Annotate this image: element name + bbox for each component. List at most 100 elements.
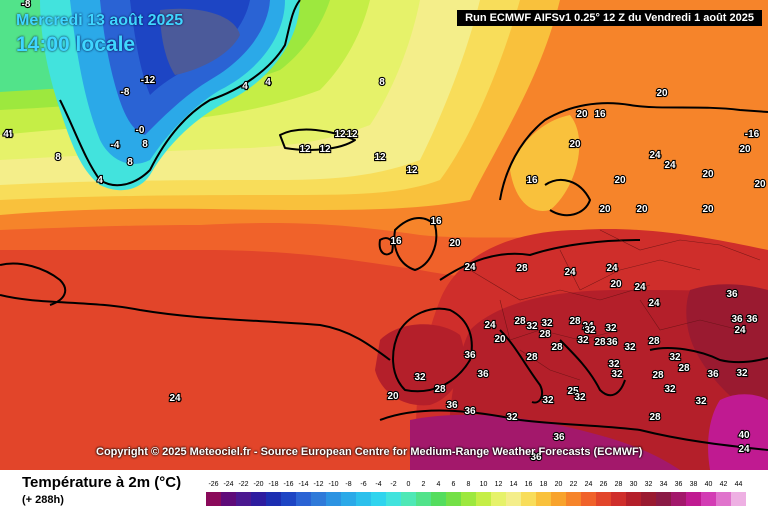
scale-tick-label: 36: [674, 481, 683, 488]
temperature-value-label: 12: [406, 165, 418, 176]
temperature-value-label: 36: [477, 369, 489, 380]
temperature-value-label: 32: [624, 342, 636, 353]
temperature-value-label: 20: [569, 139, 581, 150]
baltic-coast: [544, 179, 591, 217]
temperature-value-label: 24: [649, 150, 661, 161]
scale-swatch: [506, 492, 521, 506]
temperature-value-label: 28: [652, 370, 664, 381]
temperature-value-label: 28: [514, 316, 526, 327]
forecast-time: 14:00 locale: [16, 33, 136, 56]
italy-coast: [499, 329, 543, 404]
scale-tick-label: -20: [253, 481, 264, 488]
temperature-value-label: 24: [582, 321, 594, 332]
temperature-value-label: 32: [611, 369, 623, 380]
scale-swatch: [596, 492, 611, 506]
scale-swatch: [296, 492, 311, 506]
temperature-value-label: 24: [738, 444, 750, 455]
scale-tick-label: -12: [313, 481, 324, 488]
temperature-value-label: 20: [387, 391, 399, 402]
scale-swatch: [431, 492, 446, 506]
temperature-value-label: 36: [746, 314, 758, 325]
temperature-value-label: 20: [636, 204, 648, 215]
scale-tick-label: 0: [406, 481, 411, 488]
scale-swatch: [461, 492, 476, 506]
copyright-notice: Copyright © 2025 Meteociel.fr - Source E…: [96, 446, 643, 458]
temperature-value-label: -0: [136, 125, 145, 136]
temperature-value-label: 32: [584, 325, 596, 336]
scale-tick-label: 2: [421, 481, 426, 488]
temperature-value-label: 28: [539, 329, 551, 340]
scale-tick-label: -14: [298, 481, 309, 488]
scale-tick-label: 34: [659, 481, 668, 488]
temperature-value-label: 32: [414, 372, 426, 383]
temperature-value-label: 16: [594, 109, 606, 120]
scandinavia-cool: [510, 115, 580, 211]
temperature-value-label: 12: [319, 144, 331, 155]
scale-swatch: [281, 492, 296, 506]
scale-tick-label: -22: [238, 481, 249, 488]
scale-tick-label: -24: [223, 481, 234, 488]
temperature-value-label: 8: [379, 77, 385, 88]
scale-tick-label: 16: [524, 481, 533, 488]
scale-swatch: [266, 492, 281, 506]
scale-tick-label: -4: [375, 481, 382, 488]
scale-swatch: [641, 492, 656, 506]
scale-tick-label: 4: [436, 481, 441, 488]
temperature-value-label: 24: [734, 325, 746, 336]
temperature-value-label: 24: [464, 262, 476, 273]
scale-swatch: [536, 492, 551, 506]
temperature-value-label: 4: [265, 77, 271, 88]
temperature-value-label: 32: [695, 396, 707, 407]
temperature-value-label: 16: [526, 175, 538, 186]
temperature-value-label: 20: [702, 169, 714, 180]
temperature-value-label: 36: [530, 452, 542, 463]
scale-swatch: [311, 492, 326, 506]
temperature-value-label: 32: [506, 412, 518, 423]
iceland-coast: [279, 128, 356, 151]
temperature-value-label: 40: [738, 430, 750, 441]
temperature-value-label: -4: [111, 140, 120, 151]
temperature-value-label: 28: [649, 412, 661, 423]
scale-swatch: [341, 492, 356, 506]
temperature-value-label: 32: [608, 359, 620, 370]
scale-swatch: [566, 492, 581, 506]
scale-tick-label: -26: [208, 481, 219, 488]
balkans-coast: [559, 339, 626, 397]
temperature-value-label: -8: [22, 0, 31, 10]
temperature-value-label: 28: [569, 316, 581, 327]
temperature-map[interactable]: -8 -4 -12 -8 4 4 8 4 8 -4 -0 8 8 4 12 12 12 12 12 12 20 20 16 2…: [0, 0, 768, 470]
scale-swatch: [401, 492, 416, 506]
temperature-value-label: 28: [594, 337, 606, 348]
temperature-value-label: 24: [634, 282, 646, 293]
temperature-value-label: 12: [334, 129, 346, 140]
temperature-value-label: -8: [121, 87, 130, 98]
scale-tick-label: 42: [719, 481, 728, 488]
scale-swatch: [491, 492, 506, 506]
temperature-value-label: 32: [669, 352, 681, 363]
temperature-value-label: 28: [678, 363, 690, 374]
scale-swatch: [686, 492, 701, 506]
temperature-value-label: 32: [577, 335, 589, 346]
scale-swatch: [521, 492, 536, 506]
temperature-value-label: 28: [551, 342, 563, 353]
scale-tick-label: 12: [494, 481, 503, 488]
scale-tick-label: -10: [328, 481, 339, 488]
turkey-coast: [649, 347, 768, 364]
scale-tick-label: 8: [466, 481, 471, 488]
scale-swatch: [221, 492, 236, 506]
greenland-peak: [160, 8, 240, 75]
greenland-coast: [59, 0, 301, 187]
scale-swatch: [356, 492, 371, 506]
temperature-value-label: 32: [574, 392, 586, 403]
temperature-value-label: 24: [484, 320, 496, 331]
scale-tick-label: 40: [704, 481, 713, 488]
scale-tick-label: 44: [734, 481, 743, 488]
temperature-value-label: 12: [374, 152, 386, 163]
iberia-coast: [392, 307, 473, 393]
temperature-value-label: 20: [754, 179, 766, 190]
temperature-value-label: 20: [610, 279, 622, 290]
temperature-value-label: 20: [614, 175, 626, 186]
temperature-value-label: 25: [567, 386, 579, 397]
